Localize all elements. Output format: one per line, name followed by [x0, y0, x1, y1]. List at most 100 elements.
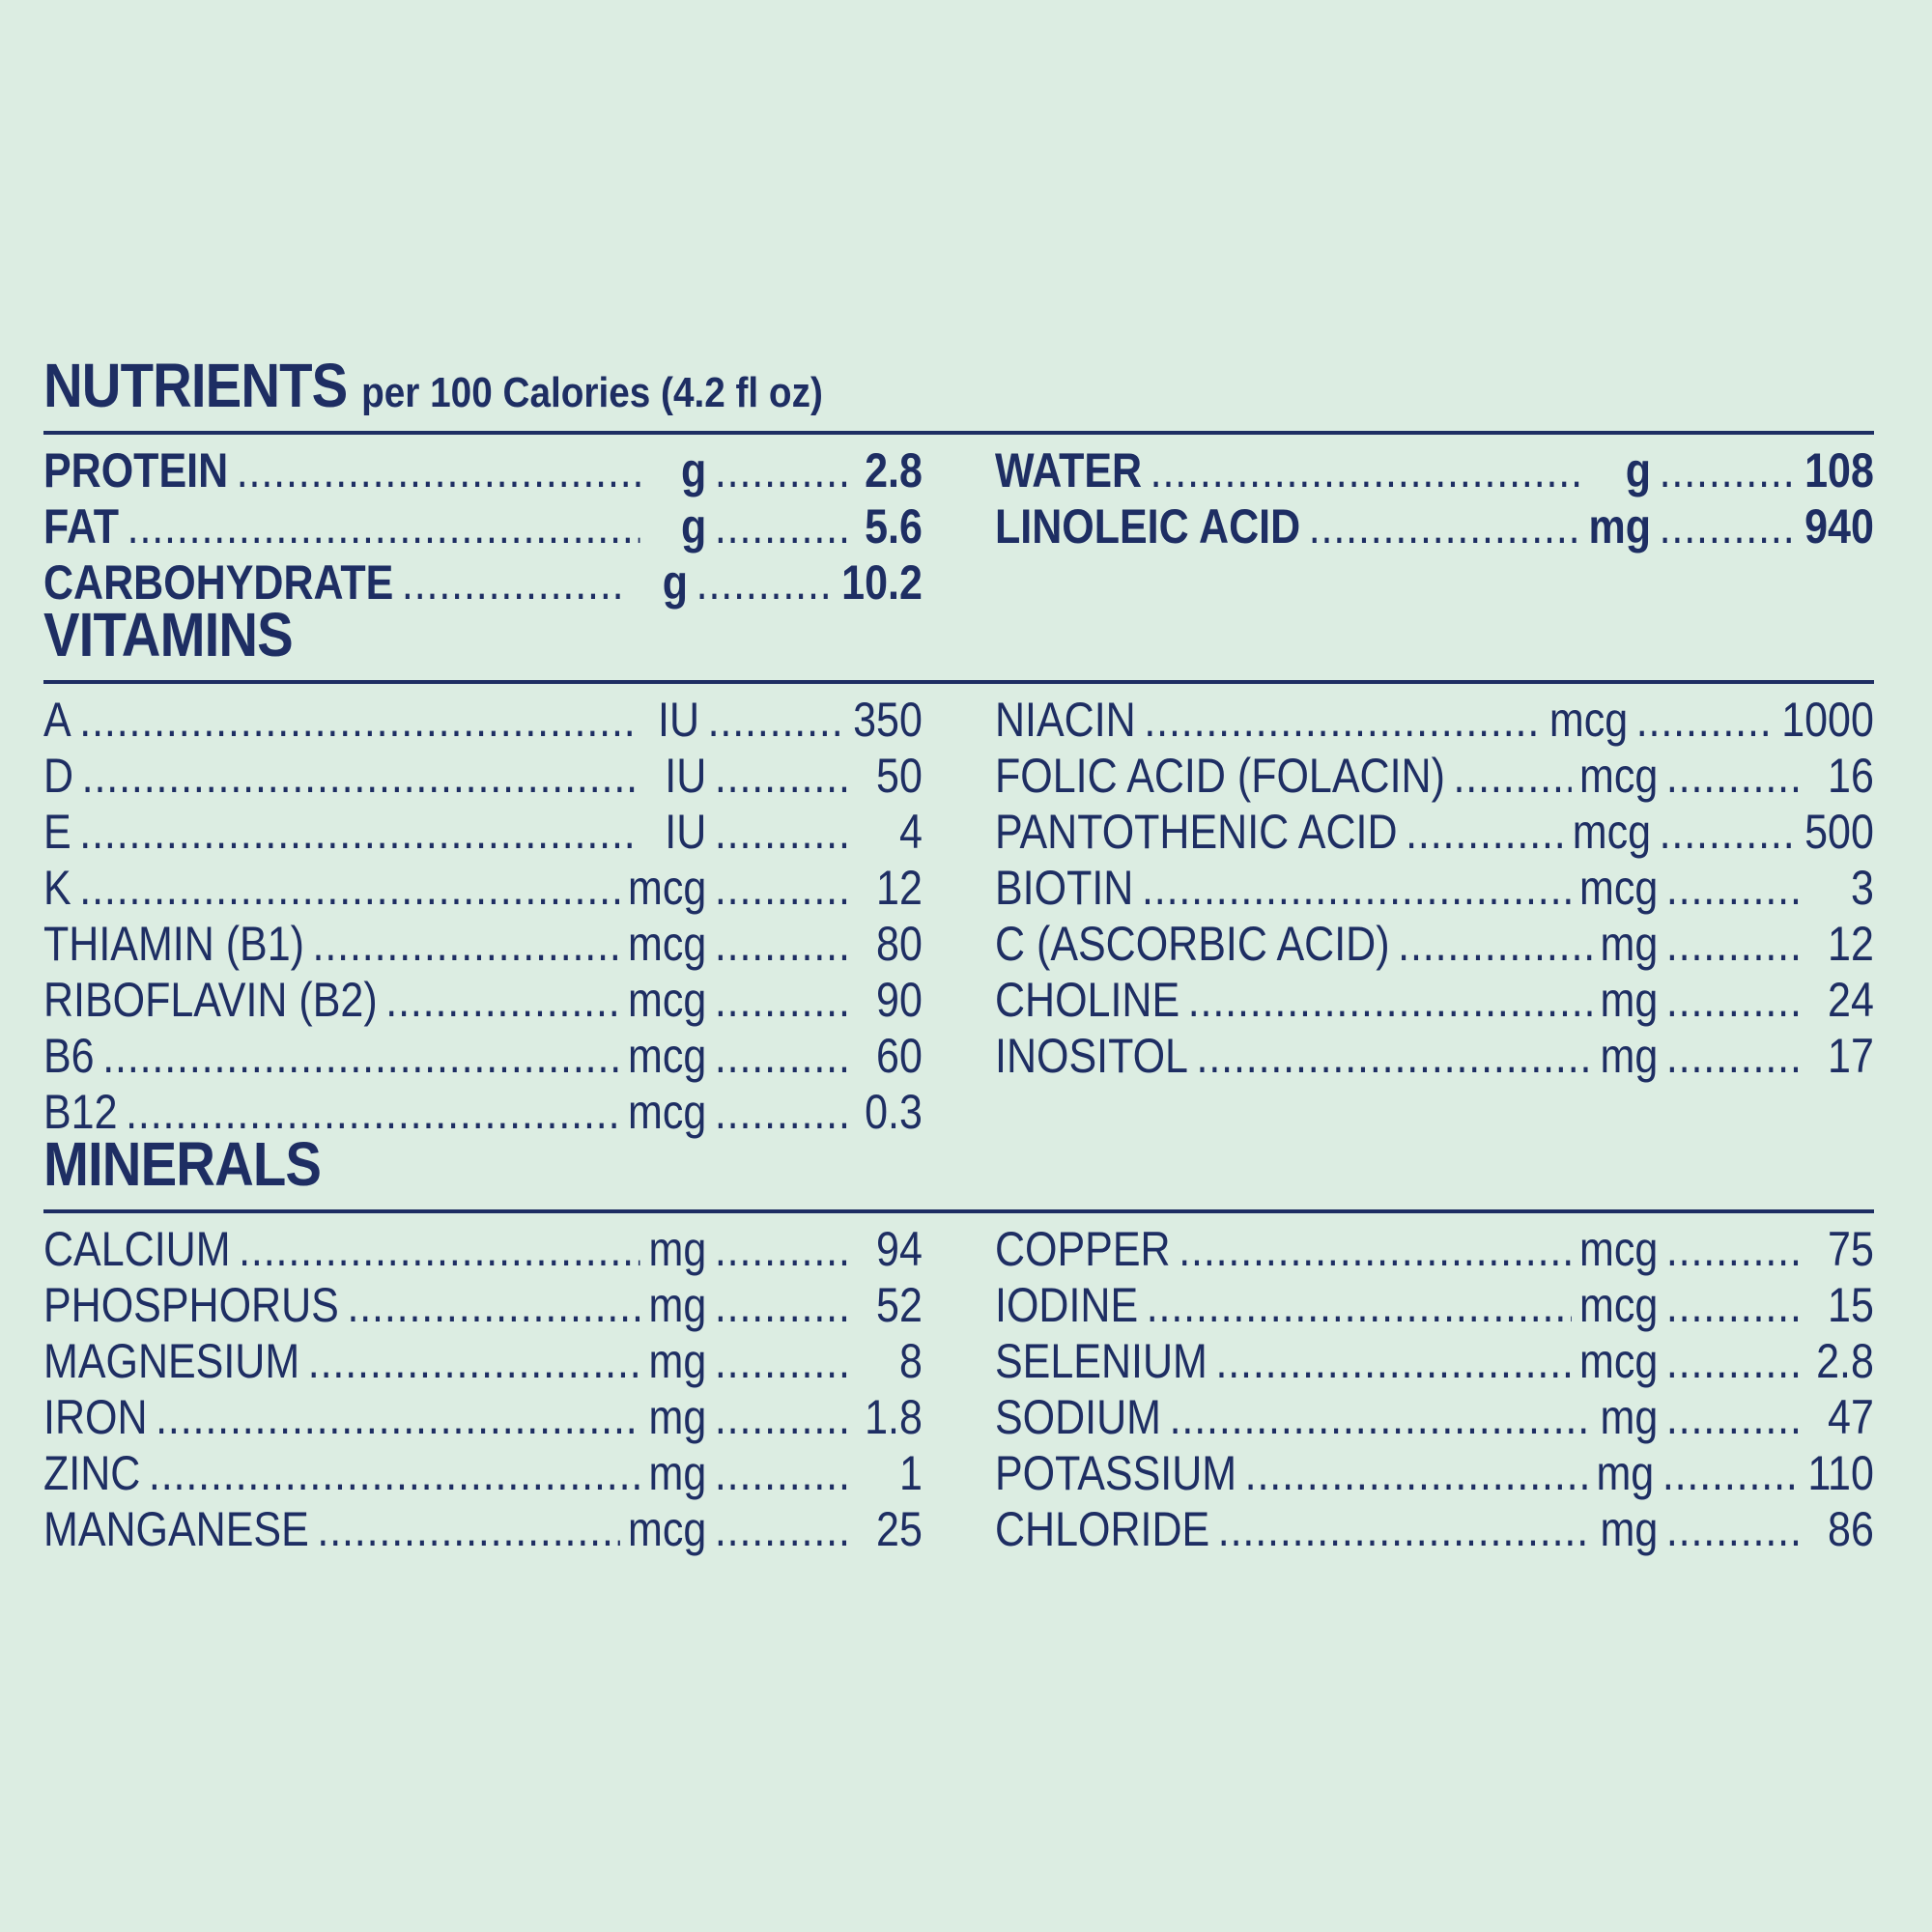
dot-leader [1666, 1337, 1804, 1385]
nutrient-unit: mcg [628, 973, 707, 1027]
nutrient-unit: mg [1600, 1502, 1659, 1556]
nutrient-unit: mcg [628, 1029, 707, 1083]
dot-leader [1666, 1032, 1804, 1080]
vitamins-columns: AIU350DIU50EIU4Kmcg12THIAMIN (B1)mcg80RI… [43, 684, 1874, 1136]
nutrient-name: A [43, 693, 71, 747]
dot-leader [402, 558, 621, 607]
nutrient-row: FAT g 5.6 [43, 495, 923, 551]
nutrients-divider [43, 431, 1874, 435]
nutrient-value: 50 [876, 749, 923, 803]
nutrient-row: CHOLINE mg 24 [995, 968, 1874, 1024]
nutrient-row: MAGNESIUM mg 8 [43, 1329, 923, 1385]
nutrient-row: A IU 350 [43, 688, 923, 744]
minerals-divider [43, 1209, 1874, 1213]
nutrient-row: ZINC mg 1 [43, 1441, 923, 1497]
nutrient-unit: IU [665, 805, 707, 859]
dot-leader [715, 1337, 852, 1385]
dot-leader [1453, 752, 1571, 800]
minerals-header: MINERALS [43, 1129, 1874, 1213]
nutrient-name: IODINE [995, 1278, 1139, 1332]
nutrient-unit: mcg [1579, 1222, 1659, 1276]
dot-leader [239, 1225, 639, 1273]
dot-leader [79, 808, 639, 856]
dot-leader [347, 1281, 639, 1329]
nutrient-unit: mcg [1572, 805, 1652, 859]
minerals-right-column: COPPERmcg75IODINEmcg15SELENIUMmcg2.8SODI… [995, 1217, 1874, 1553]
dot-leader [1309, 502, 1580, 551]
nutrient-value: 0.3 [865, 1085, 923, 1139]
nutrient-unit: mcg [628, 861, 707, 915]
dot-leader [715, 1281, 852, 1329]
nutrient-name: E [43, 805, 71, 859]
nutrient-value: 2.8 [1816, 1334, 1874, 1388]
nutrient-unit: g [681, 443, 707, 497]
dot-leader [82, 752, 640, 800]
nutrients-columns: PROTEIN g 2.8 FAT g 5.6 CARBOHYDRATE g 10.2 WATE… [43, 435, 1874, 607]
nutrient-value: 12 [876, 861, 923, 915]
nutrient-name: LINOLEIC ACID [995, 499, 1301, 554]
dot-leader [1666, 752, 1804, 800]
nutrient-row: INOSITOL mg 17 [995, 1024, 1874, 1080]
nutrient-name: INOSITOL [995, 1029, 1188, 1083]
dot-leader [1666, 1393, 1804, 1441]
dot-leader [1666, 864, 1804, 912]
dot-leader [1179, 1225, 1571, 1273]
minerals-title: MINERALS [43, 1129, 322, 1199]
nutrient-row: PHOSPHORUS mg 52 [43, 1273, 923, 1329]
nutrient-name: FOLIC ACID (FOLACIN) [995, 749, 1445, 803]
dot-leader [313, 920, 620, 968]
dot-leader [385, 976, 619, 1024]
nutrients-title: NUTRIENTS per 100 Calories (4.2 fl oz) [43, 350, 823, 421]
nutrient-value: 940 [1804, 499, 1874, 554]
nutrition-panel: NUTRIENTS per 100 Calories (4.2 fl oz) P… [43, 351, 1874, 1553]
nutrients-right-column: WATER g 108 LINOLEIC ACID mg 940 [995, 439, 1874, 607]
nutrient-value: 8 [898, 1334, 923, 1388]
dot-leader [237, 446, 640, 495]
dot-leader [715, 1088, 852, 1136]
dot-leader [715, 920, 852, 968]
nutrient-row: C (ASCORBIC ACID) mg 12 [995, 912, 1874, 968]
nutrient-name: C (ASCORBIC ACID) [995, 917, 1390, 971]
dot-leader [715, 1505, 852, 1553]
nutrient-unit: g [662, 555, 689, 610]
nutrient-name: CHLORIDE [995, 1502, 1210, 1556]
nutrient-value: 17 [1828, 1029, 1874, 1083]
nutrient-unit: mg [648, 1446, 707, 1500]
dot-leader [715, 752, 852, 800]
dot-leader [1218, 1505, 1592, 1553]
nutrient-value: 16 [1828, 749, 1874, 803]
dot-leader [79, 864, 619, 912]
nutrient-row: PROTEIN g 2.8 [43, 439, 923, 495]
nutrient-name: CHOLINE [995, 973, 1180, 1027]
nutrient-value: 110 [1807, 1446, 1874, 1500]
nutrient-value: 80 [876, 917, 923, 971]
nutrient-value: 108 [1804, 443, 1874, 497]
nutrient-name: D [43, 749, 74, 803]
dot-leader [715, 1393, 852, 1441]
dot-leader [156, 1393, 639, 1441]
nutrient-unit: IU [665, 749, 707, 803]
dot-leader [1660, 808, 1797, 856]
vitamins-header: VITAMINS [43, 600, 1874, 684]
nutrient-row: CALCIUM mg 94 [43, 1217, 923, 1273]
dot-leader [1666, 1281, 1804, 1329]
dot-leader [1170, 1393, 1592, 1441]
nutrient-unit: mcg [1579, 1334, 1659, 1388]
nutrient-name: CARBOHYDRATE [43, 555, 394, 610]
nutrient-unit: IU [658, 693, 700, 747]
nutrient-row: Kmcg 12 [43, 856, 923, 912]
nutrient-name: SELENIUM [995, 1334, 1208, 1388]
nutrient-row: E IU 4 [43, 800, 923, 856]
nutrient-row: CARBOHYDRATE g 10.2 [43, 551, 923, 607]
nutrient-row: IRON mg 1.8 [43, 1385, 923, 1441]
dot-leader [1151, 446, 1585, 495]
dot-leader [715, 808, 852, 856]
nutrient-unit: mg [1588, 499, 1652, 554]
nutrient-row: SELENIUM mcg 2.8 [995, 1329, 1874, 1385]
nutrient-row: COPPER mcg 75 [995, 1217, 1874, 1273]
nutrient-name: ZINC [43, 1446, 141, 1500]
nutrient-unit: g [681, 499, 707, 554]
nutrient-name: POTASSIUM [995, 1446, 1237, 1500]
nutrient-name: THIAMIN (B1) [43, 917, 304, 971]
dot-leader [1406, 808, 1564, 856]
